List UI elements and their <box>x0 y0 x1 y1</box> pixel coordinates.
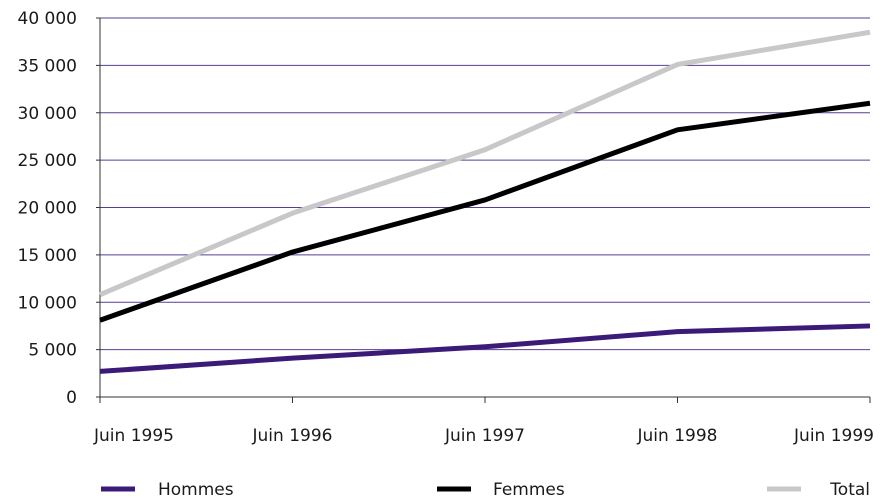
axes <box>96 17 871 403</box>
y-tick-label: 10 000 <box>18 293 77 313</box>
x-tick-label: Juin 1998 <box>637 426 718 446</box>
gridlines <box>100 17 870 351</box>
x-tick-label: Juin 1996 <box>252 426 333 446</box>
legend-label-hommes: Hommes <box>158 480 234 500</box>
y-tick-label: 20 000 <box>18 199 77 219</box>
y-tick-label: 25 000 <box>18 151 77 171</box>
series-line-hommes <box>99 323 871 374</box>
series-line-femmes <box>99 100 871 323</box>
y-tick-label: 15 000 <box>18 246 77 266</box>
legend: Hommes Femmes Total <box>101 480 870 500</box>
y-tick-labels: 0 5 000 10 000 15 000 20 000 25 000 30 000 35 0… <box>18 9 77 408</box>
series-lines <box>99 29 871 374</box>
x-tick-label: Juin 1995 <box>93 426 174 446</box>
legend-label-femmes: Femmes <box>493 480 565 500</box>
y-tick-label: 30 000 <box>18 104 77 124</box>
legend-label-total: Total <box>829 480 870 500</box>
y-tick-label: 5 000 <box>28 341 77 361</box>
x-tick-label: Juin 1999 <box>793 426 874 446</box>
x-tick-label: Juin 1997 <box>444 426 525 446</box>
y-tick-label: 40 000 <box>18 9 77 29</box>
y-tick-label: 0 <box>66 388 77 408</box>
x-tick-labels: Juin 1995 Juin 1996 Juin 1997 Juin 1998 Juin… <box>93 426 874 446</box>
y-tick-label: 35 000 <box>18 56 77 76</box>
